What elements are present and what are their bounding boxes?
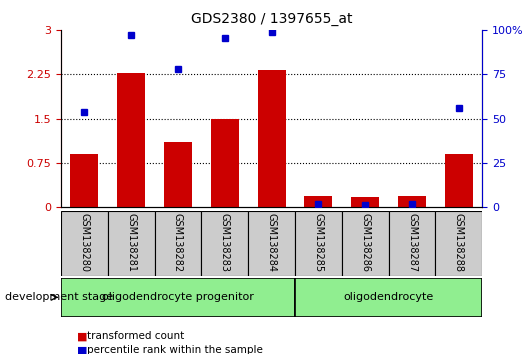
Bar [61,278,295,317]
Bar [70,154,99,207]
Text: oligodendrocyte progenitor: oligodendrocyte progenitor [102,292,254,302]
Bar [342,211,388,276]
Text: GSM138283: GSM138283 [220,212,230,272]
Bar [388,211,436,276]
Text: ■: ■ [77,331,87,341]
Text: ■: ■ [77,346,87,354]
Title: GDS2380 / 1397655_at: GDS2380 / 1397655_at [191,12,352,26]
Bar [295,278,482,317]
Text: GSM138287: GSM138287 [407,212,417,272]
Bar [155,211,201,276]
Text: GSM138285: GSM138285 [313,212,323,272]
Text: oligodendrocyte: oligodendrocyte [343,292,434,302]
Text: GSM138288: GSM138288 [454,212,464,272]
Text: GSM138282: GSM138282 [173,212,183,272]
Text: GSM138281: GSM138281 [126,212,136,272]
Bar [201,211,248,276]
Bar [248,211,295,276]
Bar [398,196,426,207]
Bar [164,142,192,207]
Text: development stage: development stage [5,292,113,302]
Bar [436,211,482,276]
Bar [108,211,155,276]
Bar [117,73,145,207]
Bar [211,119,239,207]
Text: GSM138280: GSM138280 [80,212,90,272]
Bar [445,154,473,207]
Bar [61,211,108,276]
Text: percentile rank within the sample: percentile rank within the sample [87,346,263,354]
Text: transformed count: transformed count [87,331,184,341]
Bar [295,211,342,276]
Text: GSM138284: GSM138284 [267,212,277,272]
Text: GSM138286: GSM138286 [360,212,370,272]
Bar [351,197,379,207]
Bar [258,70,286,207]
Bar [304,196,332,207]
